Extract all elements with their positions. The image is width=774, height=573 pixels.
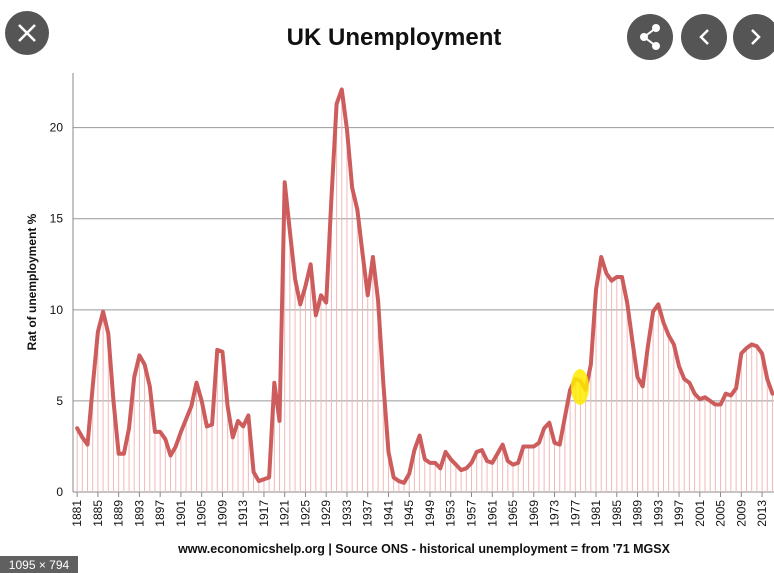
x-tick-label: 1897	[153, 500, 167, 527]
y-tick-label: 5	[56, 394, 63, 408]
x-tick-label: 1933	[340, 500, 354, 527]
x-tick-label: 2009	[734, 500, 748, 527]
x-tick-label: 1917	[257, 500, 271, 527]
next-circle[interactable]	[733, 14, 774, 60]
plot: 0 5 10 15 20 1881 1885 1889 1893 1897 1901 1905 1909…	[50, 73, 774, 527]
x-tick-label: 1977	[568, 500, 582, 527]
y-axis-label: Rat of unemployment %	[25, 213, 39, 350]
x-tick-label: 1985	[610, 500, 624, 527]
x-tick-label: 1981	[589, 500, 603, 527]
x-tick-label: 1953	[444, 500, 458, 527]
x-tick-label: 1993	[651, 500, 665, 527]
x-tick-label: 2001	[693, 500, 707, 527]
size-badge	[0, 556, 78, 573]
x-tick-label: 1901	[174, 500, 188, 527]
next-button[interactable]	[733, 14, 774, 60]
x-tick-label: 1885	[91, 500, 105, 527]
x-tick-label: 1925	[298, 500, 312, 527]
prev-button[interactable]	[681, 14, 727, 60]
x-tick-label: 1945	[402, 500, 416, 527]
close-icon[interactable]	[18, 24, 36, 42]
x-tick-label: 1957	[464, 500, 478, 527]
x-tick-label: 1989	[631, 500, 645, 527]
prev-icon[interactable]	[699, 29, 709, 45]
source-note: www.economicshelp.org | Source ONS - his…	[177, 542, 671, 556]
share-dot[interactable]	[652, 24, 660, 32]
next-icon[interactable]	[751, 29, 761, 45]
close-button[interactable]	[5, 11, 49, 55]
x-tick-label: 1973	[548, 500, 562, 527]
y-tick-label: 20	[50, 121, 64, 135]
share-circle[interactable]	[627, 14, 673, 60]
x-tick-label: 2013	[755, 500, 769, 527]
x-tick-label: 1937	[361, 500, 375, 527]
highlight	[571, 369, 589, 405]
x-tick-label: 1997	[672, 500, 686, 527]
x-tick-label: 1965	[506, 500, 520, 527]
data-line	[75, 87, 774, 485]
y-tick-label: 10	[50, 303, 64, 317]
share-button[interactable]	[627, 14, 673, 60]
x-tick-label: 1921	[278, 500, 292, 527]
x-tick-label: 1961	[485, 500, 499, 527]
x-tick-label: 1889	[112, 500, 126, 527]
x-tick-label: 1881	[70, 500, 84, 527]
x-tick-label: 1929	[319, 500, 333, 527]
size-label: 1095 × 794	[9, 558, 70, 572]
y-tick-label: 15	[50, 212, 64, 226]
x-tick-label: 1913	[236, 500, 250, 527]
y-tick-label: 0	[56, 485, 63, 499]
x-tick-label: 1969	[527, 500, 541, 527]
x-tick-label: 2005	[714, 500, 728, 527]
chart-title: UK Unemployment	[287, 24, 502, 51]
x-tick-label: 1893	[132, 500, 146, 527]
prev-circle[interactable]	[681, 14, 727, 60]
x-tick-label: 1905	[195, 500, 209, 527]
x-tick-label: 1909	[215, 500, 229, 527]
share-dot[interactable]	[640, 33, 648, 41]
x-tick-label: 1949	[423, 500, 437, 527]
share-dot[interactable]	[652, 42, 660, 50]
x-tick-label: 1941	[381, 500, 395, 527]
